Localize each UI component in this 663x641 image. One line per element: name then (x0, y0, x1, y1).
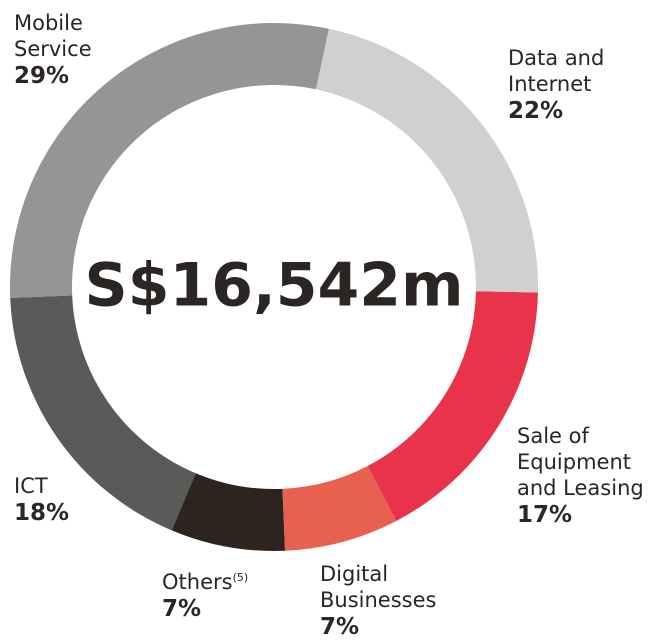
value-label: 22% (508, 98, 564, 124)
donut-segment (315, 28, 538, 293)
category-text: Digital Businesses (320, 562, 437, 612)
donut-segment (282, 466, 397, 551)
segment-label: Data and Internet 22% (508, 45, 638, 125)
category-text: Sale of Equipment and Leasing (517, 424, 644, 500)
category-text: ICT (14, 474, 48, 498)
donut-segment (367, 291, 538, 521)
category-text: Data and Internet (508, 46, 605, 96)
donut-segment (171, 473, 286, 551)
category-label: Digital Businesses (320, 561, 460, 613)
category-label: Others(5) (162, 565, 302, 595)
center-label: S$16,542m (84, 251, 463, 321)
category-label: Mobile Service (14, 10, 109, 62)
segment-label: ICT 18% (14, 473, 114, 527)
category-label: Data and Internet (508, 45, 638, 97)
value-label: 17% (517, 502, 573, 528)
category-text: Others (162, 570, 233, 594)
value-label: 18% (14, 500, 70, 526)
value-label: 29% (14, 63, 70, 89)
category-label: Sale of Equipment and Leasing (517, 423, 662, 501)
category-text: Mobile Service (14, 11, 92, 61)
donut-segment (10, 22, 329, 299)
segment-label: Digital Businesses 7% (320, 561, 460, 641)
segment-label: Sale of Equipment and Leasing 17% (517, 423, 662, 529)
value-label: 7% (162, 596, 202, 622)
segment-label: Others(5) 7% (162, 565, 302, 623)
segment-label: Mobile Service 29% (14, 10, 109, 90)
footnote-ref: (5) (232, 571, 249, 584)
category-label: ICT (14, 473, 114, 499)
value-label: 7% (320, 614, 360, 640)
donut-segment (10, 295, 196, 531)
